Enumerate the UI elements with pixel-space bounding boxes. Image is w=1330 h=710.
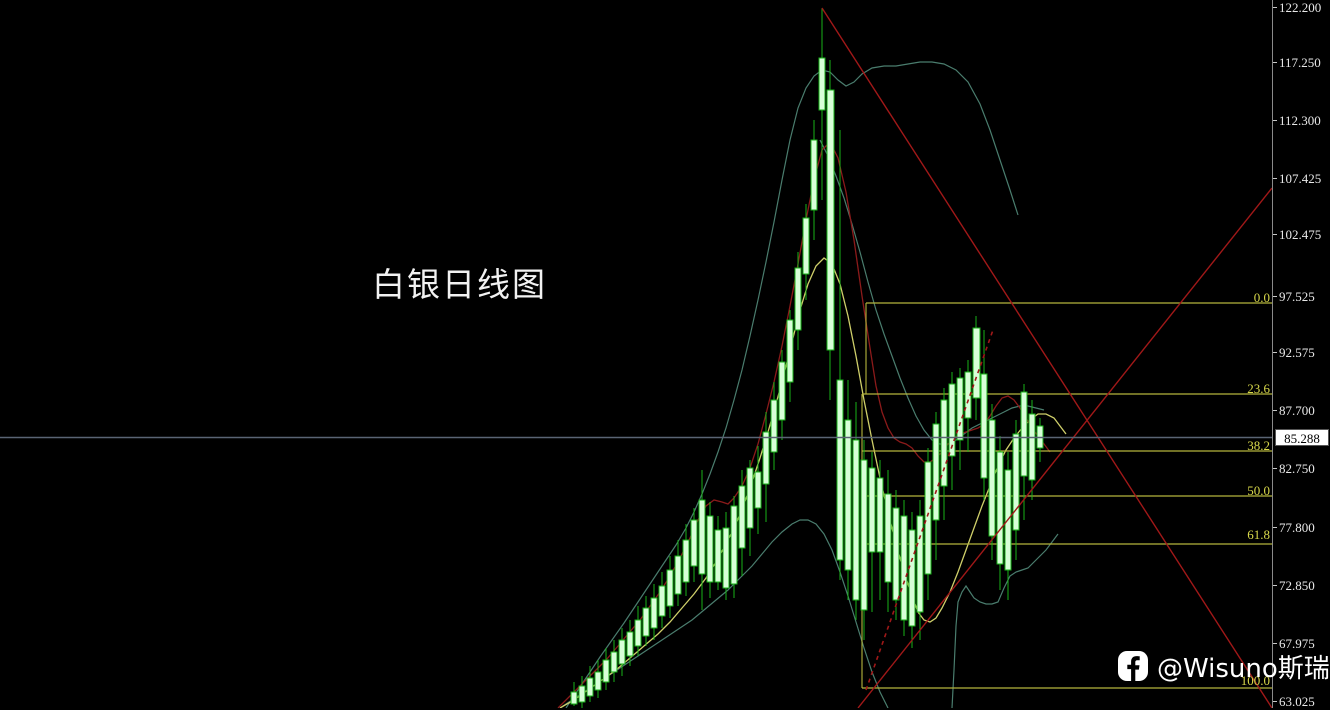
indicator-bollinger-upper	[565, 61, 1019, 708]
tick-label: 87.700	[1279, 403, 1315, 418]
tick-label: 72.850	[1279, 578, 1315, 593]
tick-dash	[1273, 643, 1277, 644]
tick-dash	[1273, 410, 1277, 411]
axis-tick: 67.975	[1273, 636, 1330, 652]
axis-tick: 97.525	[1273, 289, 1330, 305]
downtrend-line	[821, 7, 1272, 708]
fib-label-1000: 100.0	[1240, 673, 1270, 688]
watermark-handle: @Wisuno斯瑞	[1157, 653, 1330, 684]
chart-plot-area[interactable]	[0, 0, 1272, 708]
axis-tick: 77.800	[1273, 520, 1330, 536]
tick-dash	[1273, 468, 1277, 469]
tick-label: 107.425	[1279, 171, 1322, 186]
axis-tick: 63.025	[1273, 694, 1330, 710]
tick-dash	[1273, 296, 1277, 297]
axis-tick: 72.850	[1273, 578, 1330, 594]
tick-dash	[1273, 234, 1277, 235]
tick-dash	[1273, 585, 1277, 586]
tick-label: 67.975	[1279, 636, 1315, 651]
indicator-bollinger-lower-right	[951, 533, 1059, 708]
fib-label-0: 0.0	[1253, 290, 1270, 305]
fib-label-618: 61.8	[1247, 527, 1270, 542]
watermark: @Wisuno斯瑞	[1118, 645, 1330, 687]
tick-dash	[1273, 352, 1277, 353]
tick-label: 82.750	[1279, 461, 1315, 476]
tick-dash	[1273, 120, 1277, 121]
trendlines[interactable]	[821, 7, 1272, 708]
tick-label: 122.200	[1279, 0, 1322, 15]
chart-canvas	[0, 7, 1272, 708]
page-title: 白银日线图	[372, 265, 547, 304]
indicator-bollinger-mid-upper	[819, 139, 1045, 445]
axis-tick: 107.425	[1273, 171, 1330, 187]
tick-dash	[1273, 7, 1277, 8]
fib-label-382: 38.2	[1247, 438, 1270, 453]
uptrend-line	[857, 187, 1272, 708]
tick-label: 77.800	[1279, 520, 1315, 535]
axis-tick: 112.300	[1273, 113, 1330, 129]
tick-label: 102.475	[1279, 227, 1322, 242]
tick-label: 117.250	[1279, 55, 1321, 70]
facebook-icon	[1118, 651, 1148, 681]
fib-label-500: 50.0	[1247, 483, 1270, 498]
tick-label: 92.575	[1279, 345, 1315, 360]
tick-label: 63.025	[1279, 694, 1315, 709]
tick-label: 97.525	[1279, 289, 1315, 304]
axis-tick: 102.475	[1273, 227, 1330, 243]
tick-dash	[1273, 527, 1277, 528]
candlestick-series[interactable]	[570, 8, 1044, 708]
axis-tick: 92.575	[1273, 345, 1330, 361]
axis-tick: 82.750	[1273, 461, 1330, 477]
tick-label: 112.300	[1279, 113, 1321, 128]
tick-dash	[1273, 62, 1277, 63]
tick-dash	[1273, 701, 1277, 702]
fib-label-236: 23.6	[1247, 381, 1270, 396]
price-axis[interactable]: 122.200 117.250 112.300 107.425 102.475 …	[1272, 0, 1330, 710]
fibonacci-levels[interactable]	[861, 302, 1272, 689]
axis-tick: 87.700	[1273, 403, 1330, 419]
indicator-bollinger-lower	[559, 519, 889, 708]
last-price-label[interactable]: 85.288	[1275, 429, 1329, 446]
tick-dash	[1273, 178, 1277, 179]
axis-tick: 122.200	[1273, 0, 1330, 16]
axis-tick: 117.250	[1273, 55, 1330, 71]
